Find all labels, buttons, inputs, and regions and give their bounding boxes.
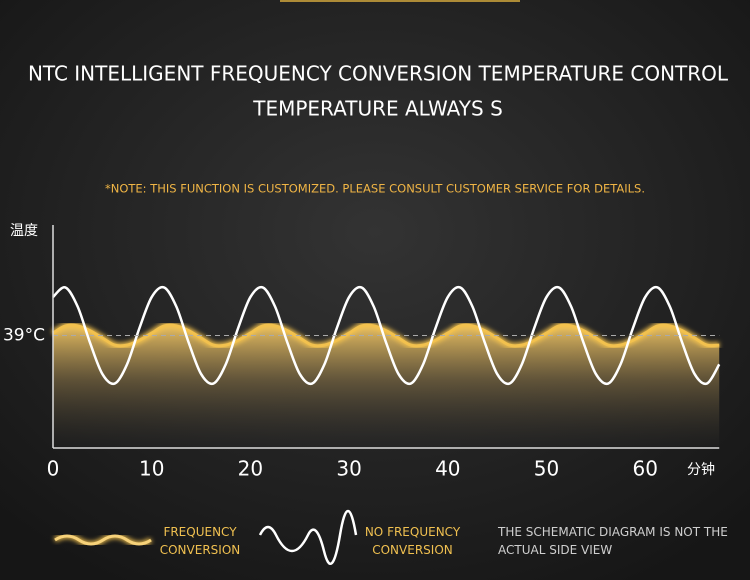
legend-swatch	[258, 510, 358, 565]
legend-swatch	[54, 534, 152, 546]
x-tick-label: 60	[632, 457, 657, 481]
title-line: TEMPERATURE ALWAYS S	[252, 97, 503, 121]
legend-label: FREQUENCY CONVERSION	[159, 525, 241, 557]
x-tick-label: 20	[238, 457, 263, 481]
y-tick-label: 39°C	[3, 326, 45, 346]
area	[53, 325, 720, 446]
y-axis-label: 温度	[10, 223, 38, 239]
disclaimer: THE SCHEMATIC DIAGRAM IS NOT THE ACTUAL …	[498, 525, 728, 557]
x-axis-label: 分钟	[687, 461, 715, 478]
legend-label: NO FREQUENCY CONVERSION	[364, 525, 461, 557]
note: *NOTE: THIS FUNCTION IS CUSTOMIZED. PLEA…	[105, 182, 645, 196]
x-tick-label: 30	[336, 457, 361, 481]
x-tick-label: 40	[435, 457, 460, 481]
x-tick-label: 50	[534, 457, 559, 481]
line	[52, 285, 721, 386]
line	[52, 323, 720, 348]
x-tick-label: 0	[47, 457, 60, 481]
x-tick-label: 10	[139, 457, 164, 481]
title-line: NTC INTELLIGENT FREQUENCY CONVERSION TEM…	[28, 62, 729, 86]
